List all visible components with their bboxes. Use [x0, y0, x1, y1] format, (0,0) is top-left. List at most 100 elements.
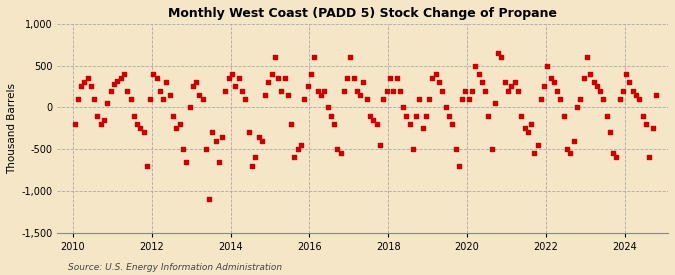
Point [283, 93, 294, 97]
Point [634, 97, 645, 101]
Point [466, 89, 477, 93]
Point [575, 97, 586, 101]
Point [151, 76, 162, 80]
Point [204, 197, 215, 201]
Point [292, 147, 303, 151]
Point [431, 72, 441, 76]
Point [230, 84, 241, 89]
Point [72, 97, 83, 101]
Point [371, 122, 382, 126]
Point [96, 122, 107, 126]
Point [486, 147, 497, 151]
Point [210, 139, 221, 143]
Point [158, 97, 169, 101]
Point [368, 118, 379, 122]
Point [171, 126, 182, 130]
Point [522, 130, 533, 134]
Point [289, 155, 300, 160]
Point [329, 122, 340, 126]
Point [315, 93, 326, 97]
Point [411, 114, 422, 118]
Point [391, 76, 402, 80]
Point [512, 89, 523, 93]
Point [644, 155, 655, 160]
Point [223, 76, 234, 80]
Point [604, 130, 615, 134]
Point [348, 76, 359, 80]
Point [581, 55, 592, 59]
Point [378, 97, 389, 101]
Point [618, 89, 628, 93]
Point [266, 72, 277, 76]
Point [299, 97, 310, 101]
Point [122, 89, 132, 93]
Point [220, 89, 231, 93]
Point [115, 76, 126, 80]
Point [598, 97, 609, 101]
Point [608, 151, 619, 155]
Point [489, 101, 500, 105]
Point [358, 80, 369, 84]
Point [463, 97, 474, 101]
Point [483, 114, 493, 118]
Point [174, 122, 185, 126]
Point [141, 164, 152, 168]
Point [313, 89, 323, 93]
Point [450, 147, 461, 151]
Point [118, 72, 129, 76]
Point [269, 55, 280, 59]
Point [470, 64, 481, 68]
Point [394, 89, 405, 93]
Point [364, 114, 375, 118]
Point [447, 122, 458, 126]
Point [109, 82, 119, 86]
Point [86, 84, 97, 89]
Point [138, 130, 149, 134]
Point [375, 143, 385, 147]
Point [443, 114, 454, 118]
Point [319, 89, 329, 93]
Point [338, 89, 349, 93]
Point [651, 93, 661, 97]
Point [630, 93, 641, 97]
Point [440, 105, 451, 109]
Point [404, 122, 415, 126]
Point [421, 114, 431, 118]
Point [112, 78, 123, 83]
Point [194, 93, 205, 97]
Point [549, 80, 560, 84]
Point [322, 105, 333, 109]
Point [362, 97, 373, 101]
Point [250, 155, 261, 160]
Point [132, 122, 142, 126]
Point [545, 76, 556, 80]
Point [601, 114, 612, 118]
Point [259, 93, 270, 97]
Point [614, 97, 625, 101]
Point [500, 80, 510, 84]
Point [473, 72, 484, 76]
Point [102, 101, 113, 105]
Point [535, 97, 546, 101]
Point [188, 84, 198, 89]
Point [345, 55, 356, 59]
Point [565, 151, 576, 155]
Point [89, 97, 100, 101]
Point [381, 89, 392, 93]
Point [398, 105, 408, 109]
Point [79, 80, 90, 84]
Point [355, 93, 366, 97]
Point [214, 160, 225, 164]
Point [539, 84, 549, 89]
Point [572, 105, 583, 109]
Point [125, 97, 136, 101]
Point [621, 72, 632, 76]
Point [256, 139, 267, 143]
Point [178, 147, 188, 151]
Point [647, 126, 658, 130]
Point [387, 89, 398, 93]
Point [276, 89, 287, 93]
Point [532, 143, 543, 147]
Point [480, 89, 491, 93]
Point [628, 89, 639, 93]
